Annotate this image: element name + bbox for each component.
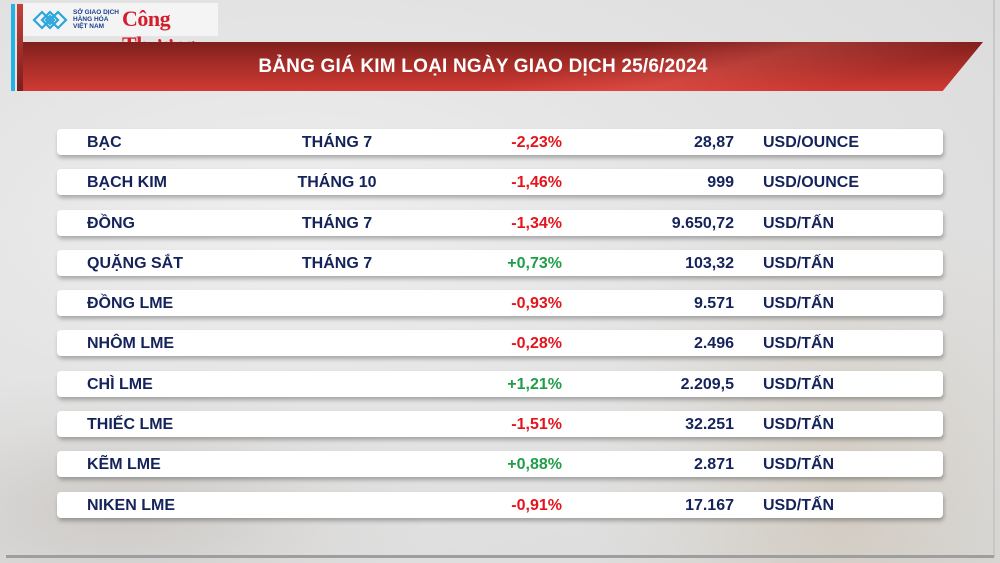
metal-name: CHÌ LME [87, 375, 153, 393]
contract-month [277, 411, 397, 437]
price-change: +1,21% [507, 375, 562, 393]
price-change: +0,73% [507, 254, 562, 272]
metal-name: ĐỒNG LME [87, 295, 174, 313]
contract-month: THÁNG 7 [301, 254, 373, 272]
contract-month [277, 451, 397, 477]
metal-name: KẼM LME [87, 456, 161, 474]
contract-month [277, 492, 397, 518]
title-banner-shine [23, 42, 983, 91]
price-table: BẠC THÁNG 7 -2,23% 28,87 USD/OUNCE BẠCH … [57, 129, 943, 532]
price-value: 999 [707, 174, 734, 192]
price-change: -0,28% [511, 335, 562, 353]
contract-month: THÁNG 7 [301, 214, 373, 232]
price-change: -1,51% [511, 416, 562, 434]
contract-month [277, 330, 397, 356]
price-change: -2,23% [511, 134, 562, 151]
table-row: ĐỒNG LME -0,93% 9.571 USD/TẤN [57, 290, 943, 317]
price-unit: USD/TẤN [763, 456, 835, 474]
price-unit: USD/OUNCE [763, 174, 860, 192]
price-value: 2.209,5 [680, 375, 734, 393]
metal-name: THIẾC LME [87, 416, 174, 434]
price-unit: USD/TẤN [763, 295, 835, 313]
price-unit: USD/TẤN [763, 214, 835, 232]
metal-name: BẠC [87, 134, 122, 151]
metal-name: QUẶNG SẮT [87, 254, 183, 272]
contract-month: THÁNG 7 [301, 134, 373, 151]
price-unit: USD/TẤN [763, 335, 835, 353]
table-row: QUẶNG SẮT THÁNG 7 +0,73% 103,32 USD/TẤN [57, 249, 943, 276]
logo-area: SỞ GIAO DỊCH HÀNG HÓA VIỆT NAM Công Thươ… [23, 3, 218, 57]
table-row: ĐỒNG THÁNG 7 -1,34% 9.650,72 USD/TẤN [57, 209, 943, 236]
price-value: 2.496 [693, 335, 734, 353]
price-value: 17.167 [685, 496, 734, 514]
price-unit: USD/TẤN [763, 254, 835, 272]
price-unit: USD/TẤN [763, 375, 835, 393]
price-unit: USD/OUNCE [763, 134, 860, 151]
price-change: -0,93% [511, 295, 562, 313]
price-value: 2.871 [693, 456, 734, 474]
table-row: BẠC THÁNG 7 -2,23% 28,87 USD/OUNCE [57, 129, 943, 155]
accent-stripe-red [17, 4, 23, 91]
table-row: BẠCH KIM THÁNG 10 -1,46% 999 USD/OUNCE [57, 169, 943, 196]
price-value: 9.650,72 [671, 214, 734, 232]
metal-name: BẠCH KIM [87, 174, 167, 192]
price-change: +0,88% [507, 456, 562, 474]
price-change: -1,46% [511, 174, 562, 192]
contract-month: THÁNG 10 [297, 174, 377, 192]
exchange-logo-icon [32, 10, 68, 30]
exchange-logo-text: SỞ GIAO DỊCH HÀNG HÓA VIỆT NAM [73, 9, 119, 30]
page-title: BẢNG GIÁ KIM LOẠI NGÀY GIAO DỊCH 25/6/20… [258, 56, 708, 77]
accent-stripe-blue [11, 4, 15, 91]
price-change: -1,34% [511, 214, 562, 232]
title-banner [23, 42, 983, 91]
price-value: 32.251 [685, 416, 734, 434]
table-row: NIKEN LME -0,91% 17.167 USD/TẤN [57, 491, 943, 518]
price-value: 103,32 [685, 254, 734, 272]
price-unit: USD/TẤN [763, 496, 835, 514]
contract-month [277, 290, 397, 316]
price-unit: USD/TẤN [763, 416, 835, 434]
table-row: THIẾC LME -1,51% 32.251 USD/TẤN [57, 411, 943, 438]
table-row: NHÔM LME -0,28% 2.496 USD/TẤN [57, 330, 943, 357]
contract-month [277, 371, 397, 397]
price-value: 28,87 [693, 134, 734, 151]
frame-border [6, 555, 994, 558]
frame-border [993, 0, 995, 558]
table-row: KẼM LME +0,88% 2.871 USD/TẤN [57, 451, 943, 478]
metal-name: NIKEN LME [87, 496, 175, 514]
price-change: -0,91% [511, 496, 562, 514]
price-value: 9.571 [693, 295, 734, 313]
metal-name: ĐỒNG [87, 214, 135, 232]
table-row: CHÌ LME +1,21% 2.209,5 USD/TẤN [57, 370, 943, 397]
metal-name: NHÔM LME [87, 335, 175, 353]
